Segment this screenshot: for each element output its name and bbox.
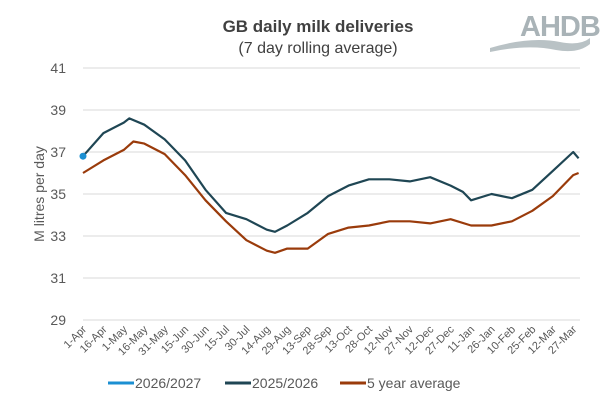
chart-subtitle: (7 day rolling average) [238, 40, 397, 57]
chart-title: GB daily milk deliveries [223, 17, 414, 36]
svg-text:AHDB: AHDB [520, 11, 600, 43]
legend-item: 2025/2026 [225, 375, 318, 391]
legend-item: 2026/2027 [108, 375, 201, 391]
y-tick-label: 31 [50, 270, 66, 286]
y-tick-label: 33 [50, 228, 66, 244]
legend-label: 5 year average [367, 375, 461, 391]
ahdb-logo: AHDB [490, 11, 601, 52]
y-tick-label: 29 [50, 312, 66, 328]
y-tick-label: 35 [50, 186, 66, 202]
series-line-2025-2026 [82, 117, 580, 233]
legend-item: 5 year average [340, 375, 461, 391]
y-axis-label: M litres per day [31, 146, 47, 242]
series-line-5-year-average [82, 140, 579, 254]
legend-label: 2026/2027 [135, 375, 201, 391]
y-tick-label: 41 [50, 60, 66, 76]
y-tick-label: 39 [50, 102, 66, 118]
legend-label: 2025/2026 [252, 375, 318, 391]
y-tick-label: 37 [50, 144, 66, 160]
series-point-2026-2027 [79, 152, 87, 160]
